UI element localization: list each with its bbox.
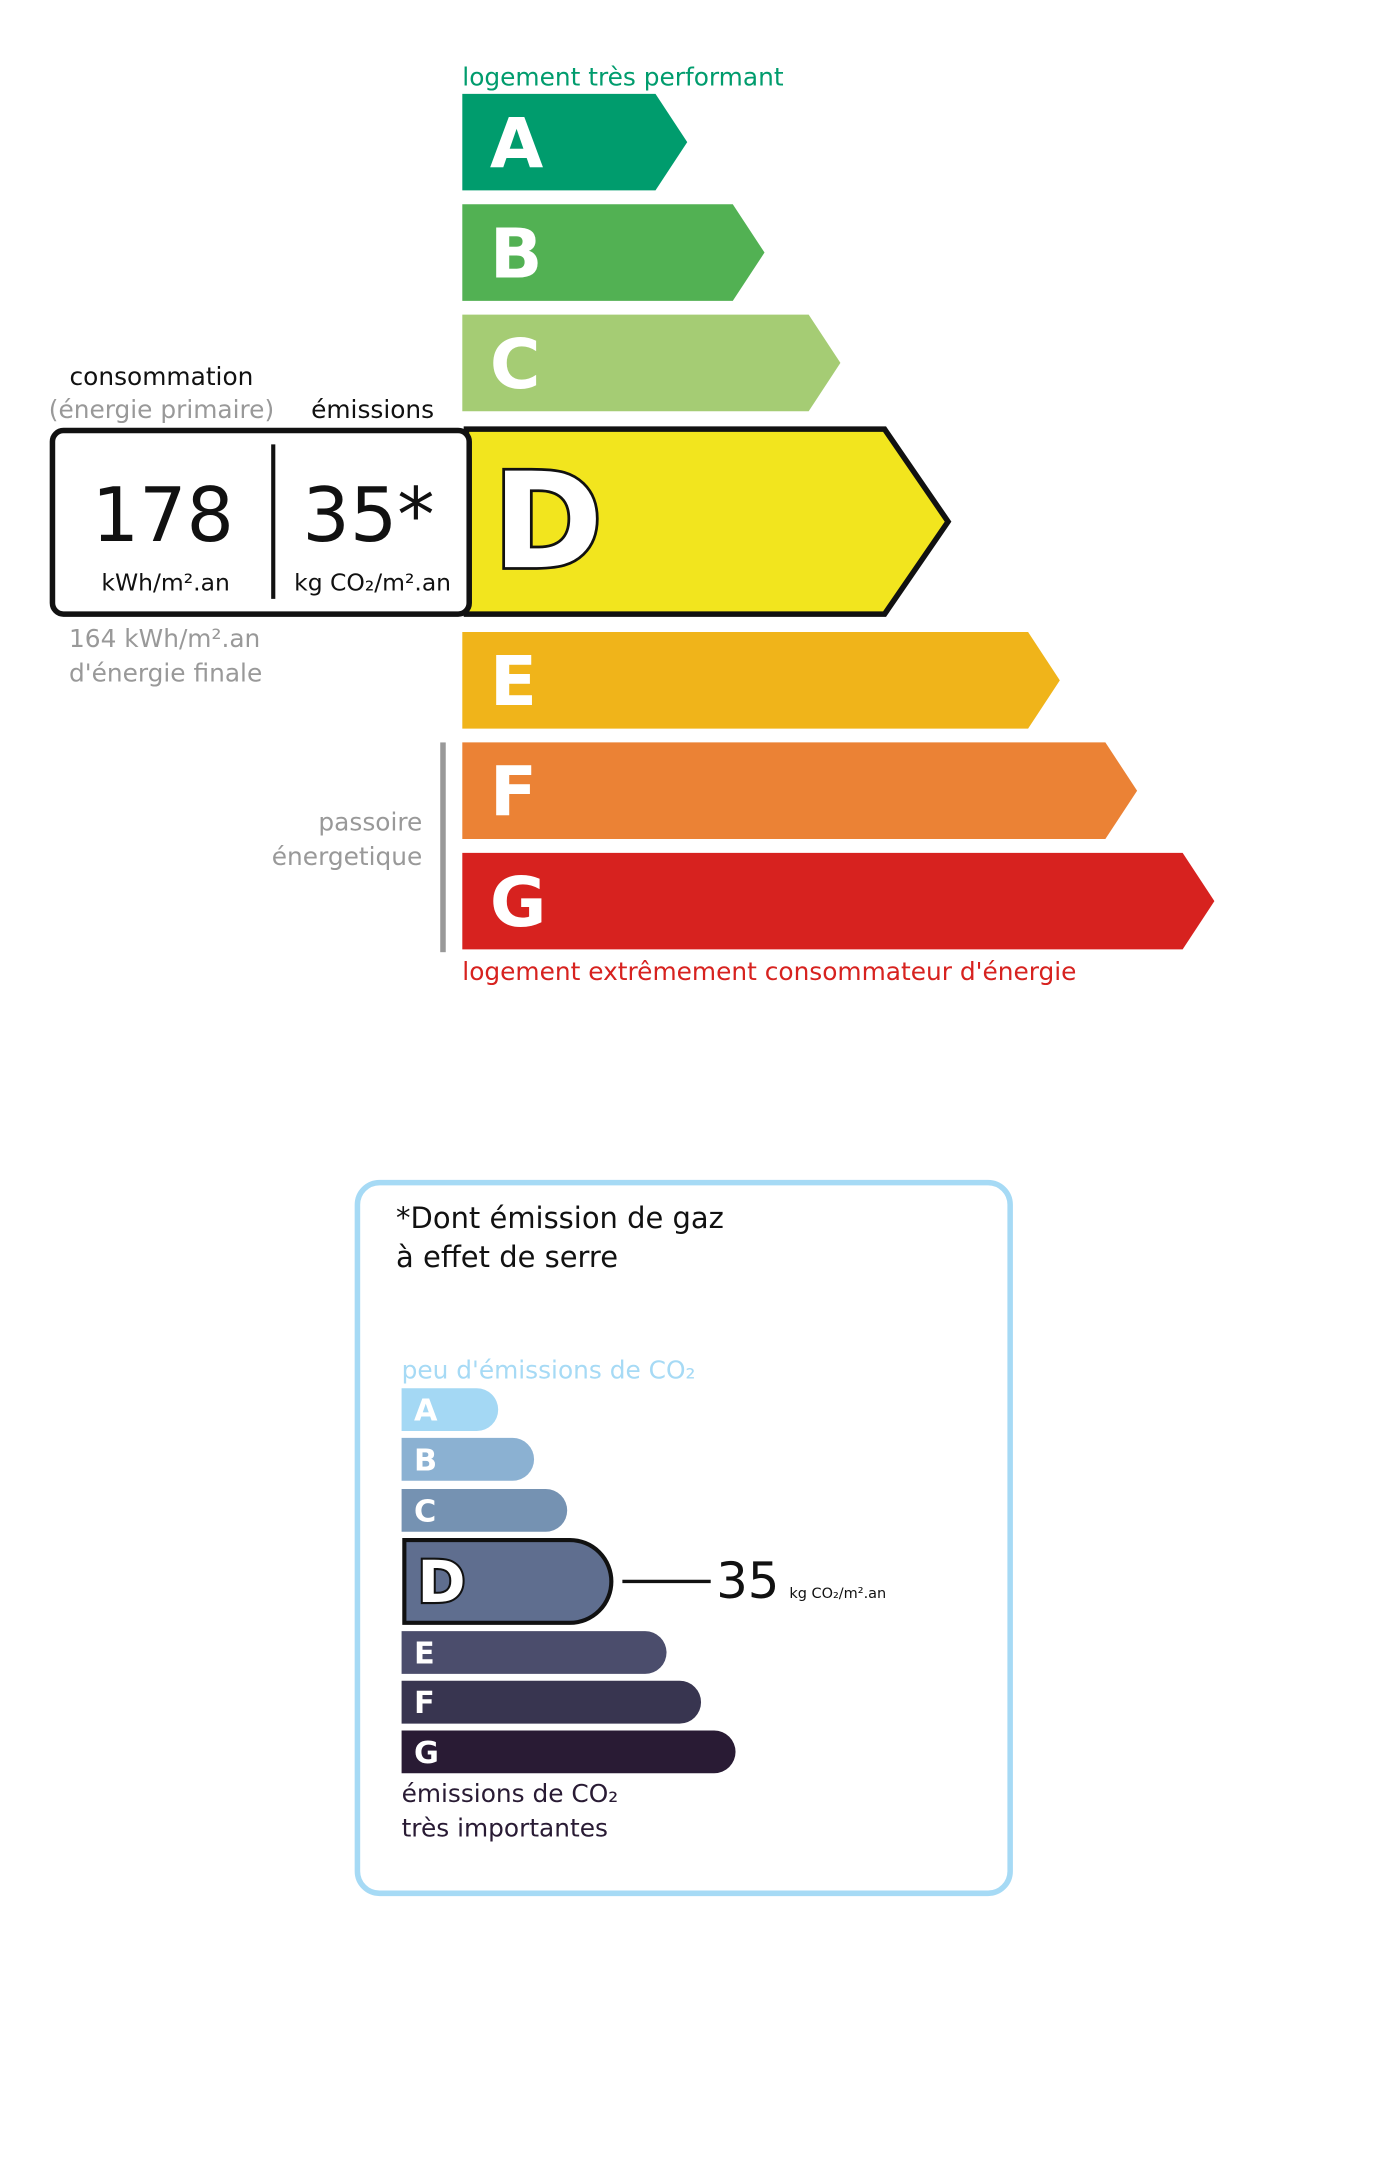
ghg-bottom-caption-2: très importantes bbox=[402, 1814, 608, 1843]
ghg-bar-g bbox=[401, 1730, 736, 1774]
ghg-bar-a bbox=[401, 1388, 499, 1432]
energy-bar-f bbox=[462, 742, 1138, 840]
ghg-bar-e bbox=[401, 1631, 667, 1674]
ghg-bar-f bbox=[401, 1680, 702, 1724]
bottom-caption: logement extrêmement consommateur d'éner… bbox=[462, 957, 1076, 986]
emissions-value: 35* bbox=[302, 472, 434, 559]
ghg-bar-d bbox=[402, 1537, 614, 1625]
consumption-value: 178 bbox=[92, 472, 234, 559]
passoire-bracket bbox=[440, 742, 446, 953]
values-box bbox=[49, 427, 472, 617]
energy-class-letter: E bbox=[490, 642, 537, 722]
final-energy-value: 164 kWh/m².an bbox=[69, 624, 260, 653]
ghg-unit: kg CO₂/m².an bbox=[789, 1586, 886, 1602]
energy-bar-a bbox=[462, 93, 688, 191]
ghg-bottom-caption-1: émissions de CO₂ bbox=[402, 1779, 619, 1808]
ghg-title-2: à effet de serre bbox=[396, 1240, 618, 1274]
ghg-class-letter: F bbox=[414, 1686, 435, 1721]
ghg-class-letter: C bbox=[414, 1494, 436, 1529]
energy-class-letter: F bbox=[490, 753, 537, 833]
energy-class-letter: A bbox=[490, 104, 544, 184]
ghg-class-letter: B bbox=[414, 1443, 437, 1478]
passoire-label-2: énergetique bbox=[272, 842, 423, 871]
ghg-class-letter: A bbox=[414, 1394, 438, 1429]
final-energy-label: d'énergie finale bbox=[69, 659, 262, 688]
energy-bar-b bbox=[462, 204, 765, 301]
ghg-class-letter: G bbox=[414, 1736, 439, 1771]
ghg-top-caption: peu d'émissions de CO₂ bbox=[402, 1356, 696, 1385]
emissions-unit: kg CO₂/m².an bbox=[294, 569, 451, 597]
consumption-subheader: (énergie primaire) bbox=[49, 395, 274, 424]
ghg-bar-b bbox=[401, 1437, 535, 1481]
top-caption: logement très performant bbox=[462, 63, 784, 92]
ghg-title-1: *Dont émission de gaz bbox=[396, 1201, 724, 1235]
ghg-class-letter: D bbox=[418, 1548, 466, 1616]
consumption-header: consommation bbox=[70, 362, 254, 391]
ghg-value: 35 bbox=[716, 1552, 779, 1610]
energy-class-letter: D bbox=[493, 445, 603, 599]
energy-class-letter: B bbox=[490, 214, 543, 294]
energy-class-letter: G bbox=[490, 863, 547, 943]
ghg-bar-c bbox=[401, 1488, 568, 1532]
passoire-label-1: passoire bbox=[318, 808, 422, 837]
ghg-class-letter: E bbox=[414, 1637, 435, 1672]
energy-bar-e bbox=[462, 632, 1060, 729]
energy-class-letter: C bbox=[490, 325, 541, 405]
emissions-header: émissions bbox=[311, 395, 434, 424]
energy-bar-c bbox=[462, 314, 841, 412]
consumption-unit: kWh/m².an bbox=[101, 569, 229, 597]
energy-bar-g bbox=[462, 852, 1215, 950]
